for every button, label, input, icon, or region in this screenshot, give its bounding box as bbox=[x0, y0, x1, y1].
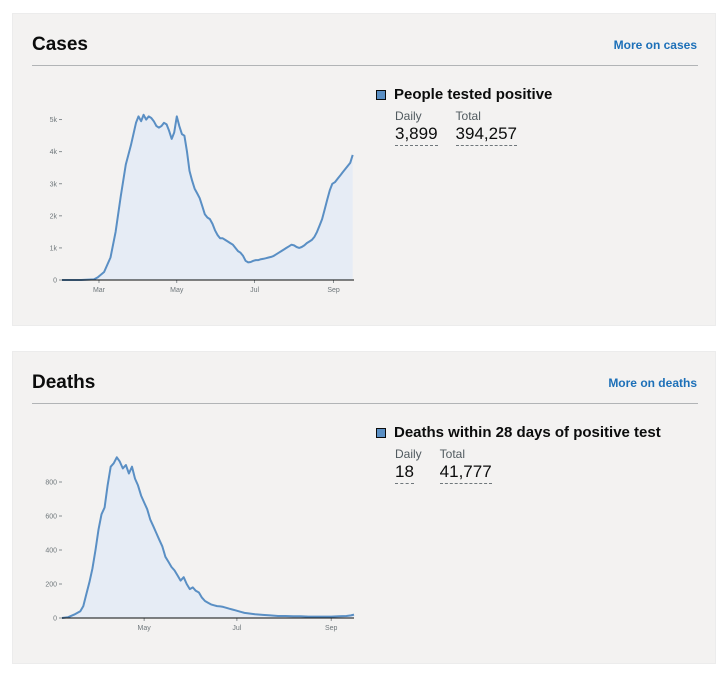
deaths-daily-label: Daily bbox=[395, 447, 422, 461]
cases-metric: People tested positive Daily 3,899 Total… bbox=[376, 86, 552, 146]
deaths-title: Deaths bbox=[32, 372, 96, 393]
cases-x-tick-label: Mar bbox=[93, 287, 106, 294]
cases-y-tick-label: 2k bbox=[50, 213, 58, 220]
cases-title: Cases bbox=[32, 34, 88, 55]
deaths-area bbox=[62, 457, 354, 618]
deaths-metric-title: Deaths within 28 days of positive test bbox=[394, 424, 661, 441]
cases-y-tick-label: 4k bbox=[50, 149, 58, 156]
more-on-deaths-link[interactable]: More on deaths bbox=[608, 376, 697, 390]
cases-total-label: Total bbox=[455, 109, 481, 123]
deaths-y-tick-label: 800 bbox=[45, 480, 57, 487]
deaths-x-tick-label: Jul bbox=[232, 625, 241, 632]
cases-y-tick-label: 5k bbox=[50, 117, 58, 124]
cases-daily-label: Daily bbox=[395, 109, 422, 123]
legend-swatch-icon bbox=[376, 427, 386, 438]
cases-y-tick-label: 3k bbox=[50, 181, 58, 188]
cases-daily: Daily 3,899 bbox=[395, 109, 438, 146]
deaths-divider bbox=[32, 403, 698, 404]
legend-swatch-icon bbox=[376, 89, 386, 100]
deaths-total-label: Total bbox=[439, 447, 466, 461]
cases-chart: 0 1k 2k 3k 4k 5k Mar May Jul Sep bbox=[50, 113, 354, 294]
deaths-daily-value[interactable]: 18 bbox=[395, 462, 414, 484]
cases-x-tick-label: May bbox=[170, 287, 184, 294]
deaths-total: Total 41,777 bbox=[439, 447, 492, 484]
more-on-cases-link[interactable]: More on cases bbox=[613, 38, 697, 52]
deaths-x-tick-label: Sep bbox=[325, 625, 338, 632]
cases-total-value[interactable]: 394,257 bbox=[455, 124, 517, 146]
deaths-y-tick-label: 0 bbox=[53, 616, 57, 623]
deaths-chart: 0 200 400 600 800 May Jul Sep bbox=[45, 456, 355, 632]
deaths-y-tick-label: 400 bbox=[45, 548, 57, 555]
deaths-metric: Deaths within 28 days of positive test D… bbox=[376, 424, 661, 484]
cases-y-tick-label: 0 bbox=[53, 278, 57, 285]
cases-divider bbox=[32, 65, 698, 66]
deaths-total-value[interactable]: 41,777 bbox=[439, 462, 492, 484]
cases-total: Total 394,257 bbox=[455, 109, 517, 146]
cases-x-tick-label: Jul bbox=[250, 287, 259, 294]
deaths-y-tick-label: 600 bbox=[45, 514, 57, 521]
cases-daily-value[interactable]: 3,899 bbox=[395, 124, 438, 146]
deaths-card: Deaths More on deaths 0 200 400 600 800 May Ju… bbox=[12, 351, 716, 664]
cases-series-line bbox=[62, 113, 354, 281]
deaths-series-line bbox=[61, 456, 355, 619]
cases-y-tick-label: 1k bbox=[50, 245, 58, 252]
cases-metric-title: People tested positive bbox=[394, 86, 553, 103]
cases-x-tick-label: Sep bbox=[327, 287, 340, 294]
deaths-x-tick-label: May bbox=[138, 625, 152, 632]
deaths-y-tick-label: 200 bbox=[45, 582, 57, 589]
deaths-daily: Daily 18 bbox=[395, 447, 422, 484]
cases-area bbox=[62, 114, 353, 280]
cases-card: Cases More on cases 0 1k 2k 3k 4k 5k Mar May Jul… bbox=[12, 13, 716, 326]
